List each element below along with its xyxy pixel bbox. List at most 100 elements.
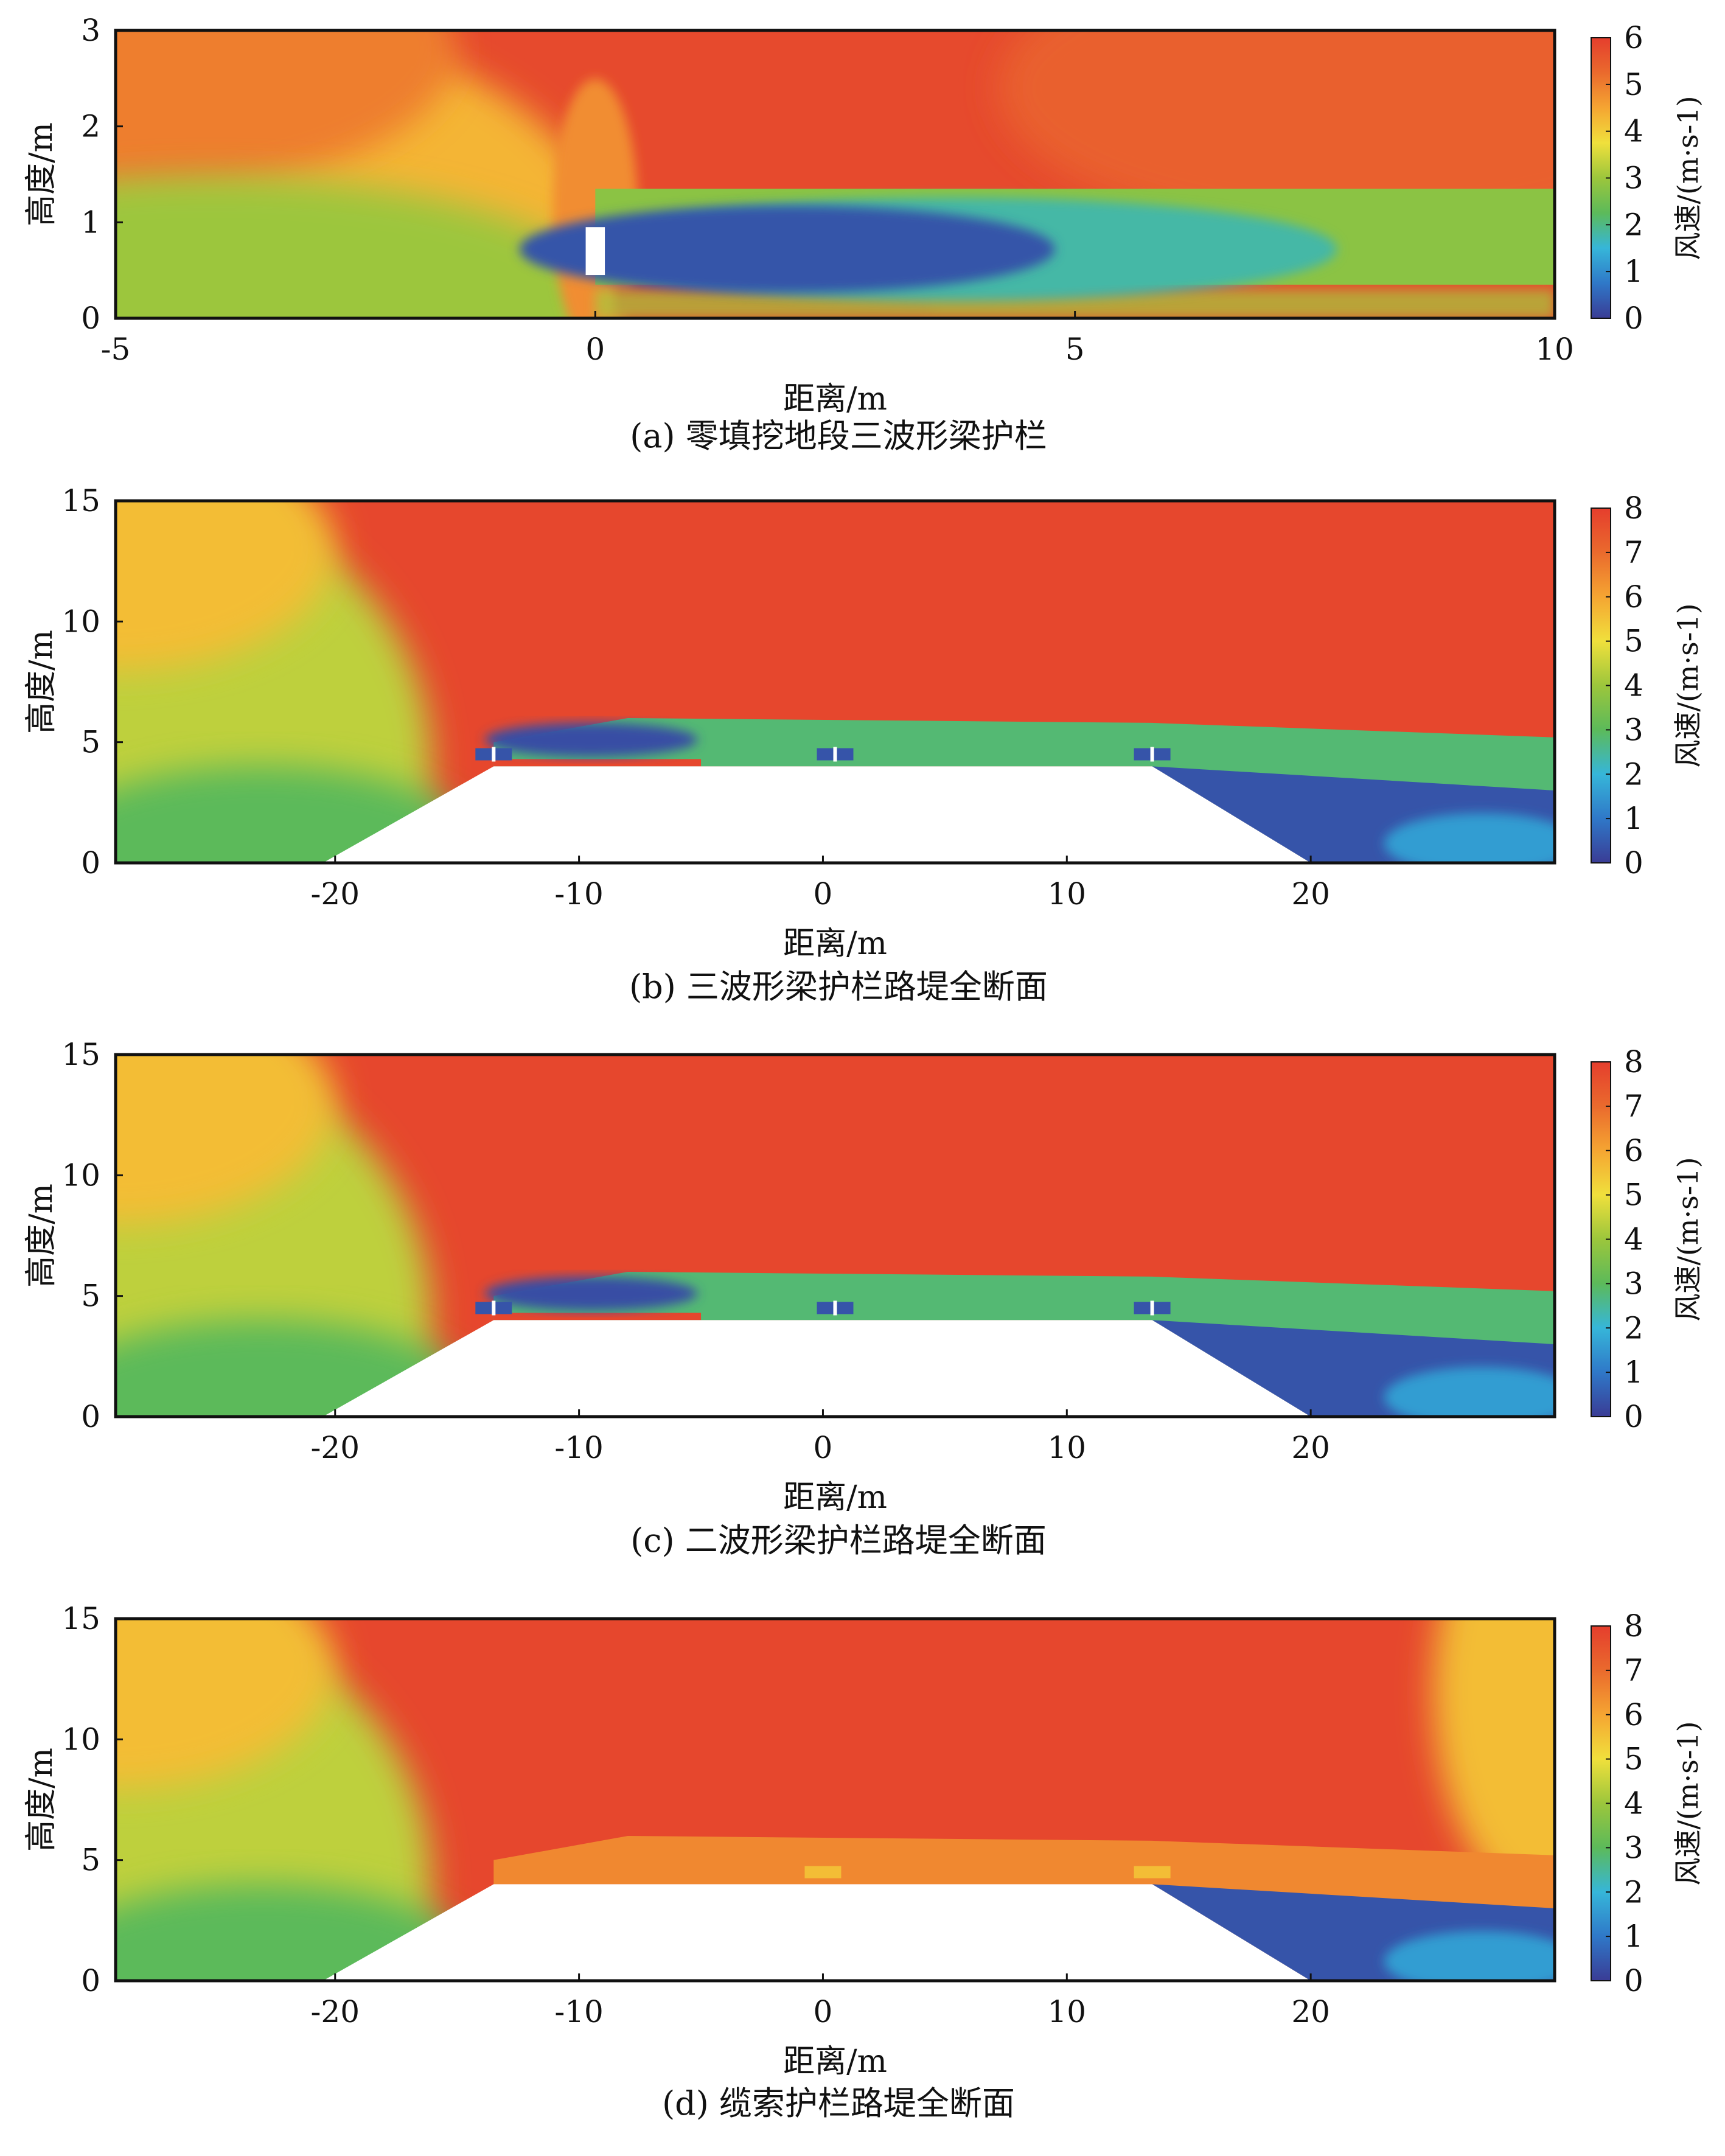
recirculation-core	[519, 205, 1055, 293]
colorbar-tick-label: 5	[1624, 1177, 1643, 1213]
guardrail-post	[492, 747, 496, 762]
x-tick-label: -10	[554, 1430, 604, 1465]
guardrail-post	[833, 747, 837, 762]
colorbar-tick-label: 5	[1624, 1742, 1643, 1777]
colorbar-tick-label: 7	[1624, 1653, 1643, 1688]
leeward-return-flow	[1384, 1931, 1555, 1981]
x-tick-label: 10	[1047, 876, 1086, 912]
x-tick-label: 0	[814, 1430, 833, 1465]
colorbar-tick-label: 3	[1624, 712, 1643, 747]
y-tick-label: 5	[81, 1279, 100, 1314]
downwind-upper-zone	[1433, 1619, 1555, 1910]
colorbar-tick-label: 4	[1624, 1786, 1643, 1821]
colorbar-tick-label: 6	[1624, 1133, 1643, 1168]
velocity-field	[116, 30, 1555, 318]
y-tick-label: 15	[61, 1037, 100, 1072]
colorbar-tick-label: 1	[1624, 1355, 1643, 1390]
colorbar-tick-label: 6	[1624, 579, 1643, 615]
colorbar-tick-label: 7	[1624, 1089, 1643, 1124]
embankment	[322, 1884, 1311, 1981]
colorbar-tick-label: 5	[1624, 624, 1643, 659]
y-tick-label: 5	[81, 725, 100, 760]
x-axis-label: 距离/m	[783, 2043, 887, 2080]
plot-frame	[114, 29, 1556, 320]
colorbar-tick-label: 0	[1624, 301, 1643, 336]
barrier-wake	[804, 1866, 842, 1879]
y-tick-label: 10	[61, 1157, 100, 1193]
colorbar-title: 风速/(m·s-1)	[1671, 96, 1704, 260]
colorbar-tick-label: 4	[1624, 114, 1643, 149]
y-tick-label: 5	[81, 1843, 100, 1878]
colorbar-tick-label: 7	[1624, 535, 1643, 570]
x-tick-label: 0	[814, 876, 833, 912]
x-tick-label: 20	[1291, 1430, 1330, 1465]
x-tick-label: -10	[554, 876, 604, 912]
colorbar-tick-label: 1	[1624, 254, 1643, 289]
x-tick-label: 20	[1291, 876, 1330, 912]
y-tick-label: 10	[61, 604, 100, 639]
colorbar-tick-label: 0	[1624, 845, 1643, 881]
colorbar-title: 风速/(m·s-1)	[1671, 603, 1704, 767]
velocity-field	[116, 1055, 1555, 1417]
panel-d: -20 -10 0 10 20 0 5 10 15 距离/m 高度/m 0 1 2 3 4 5 6 7 8 风速/(m·…	[23, 1601, 1704, 2123]
deck-jet	[493, 759, 702, 767]
x-axis-label: 距离/m	[783, 1479, 887, 1516]
deck-jet	[493, 1313, 702, 1320]
colorbar-tick-label: 8	[1624, 1608, 1643, 1644]
colorbar-tick-label: 0	[1624, 1399, 1643, 1434]
colorbar-tick-label: 5	[1624, 67, 1643, 102]
y-tick-label: 0	[81, 1963, 100, 1998]
upwind-upper-zone	[116, 1619, 335, 1789]
guardrail-post	[833, 1300, 837, 1316]
guardrail-post	[1150, 747, 1154, 762]
colorbar-tick-label: 6	[1624, 1697, 1643, 1732]
upwind-upper-zone	[116, 30, 456, 196]
panel-c: -20 -10 0 10 20 0 5 10 15 距离/m 高度/m 0 1 2 3 4 5 6 7 8 风速/(m·…	[23, 1037, 1704, 1560]
y-tick-label: 0	[81, 301, 100, 336]
colorbar-title: 风速/(m·s-1)	[1671, 1721, 1704, 1885]
colorbar-tick-label: 8	[1624, 490, 1643, 526]
colorbar-tick-label: 1	[1624, 1919, 1643, 1954]
colorbar-tick-label: 1	[1624, 801, 1643, 836]
recirculation-core	[484, 722, 698, 757]
x-axis-label: 距离/m	[783, 926, 887, 962]
y-tick-label: 15	[61, 483, 100, 518]
x-tick-label: 0	[814, 1994, 833, 2029]
colorbar-tick-label: 4	[1624, 668, 1643, 703]
plot-frame	[114, 499, 1556, 865]
y-axis-label: 高度/m	[23, 1184, 60, 1288]
colorbar-tick-label: 2	[1624, 207, 1643, 242]
y-tick-label: 0	[81, 1399, 100, 1434]
panel-caption: (a) 零填挖地段三波形梁护栏	[630, 417, 1047, 455]
colorbar-tick-label: 4	[1624, 1222, 1643, 1257]
panel-caption: (b) 三波形梁护栏路堤全断面	[629, 968, 1048, 1006]
leeward-return-flow	[1384, 1367, 1555, 1417]
y-tick-label: 3	[81, 13, 100, 48]
x-tick-label: 0	[585, 332, 605, 367]
guardrail-post	[492, 1300, 496, 1316]
y-tick-label: 0	[81, 845, 100, 881]
plot-frame	[114, 1053, 1556, 1418]
upwind-upper-zone	[116, 501, 335, 671]
y-tick-label: 2	[81, 109, 100, 144]
guardrail-post	[1150, 1300, 1154, 1316]
colorbar-tick-label: 3	[1624, 1266, 1643, 1301]
plot-frame	[114, 1617, 1556, 1983]
downwind-upper-zone	[997, 30, 1555, 234]
x-tick-label: -20	[310, 1994, 360, 2029]
y-tick-label: 15	[61, 1601, 100, 1636]
barrier-wake	[1134, 1866, 1171, 1879]
colorbar-tick-label: 8	[1624, 1044, 1643, 1080]
guardrail-barrier	[585, 227, 605, 276]
y-axis-label: 高度/m	[23, 122, 60, 226]
panel-caption: (d) 缆索护栏路堤全断面	[662, 2084, 1015, 2123]
x-tick-label: 5	[1065, 332, 1085, 367]
y-tick-label: 1	[81, 204, 100, 240]
x-tick-label: 20	[1291, 1994, 1330, 2029]
x-tick-label: -10	[554, 1994, 604, 2029]
colorbar-tick-label: 2	[1624, 1310, 1643, 1345]
colorbar-tick-label: 2	[1624, 756, 1643, 792]
